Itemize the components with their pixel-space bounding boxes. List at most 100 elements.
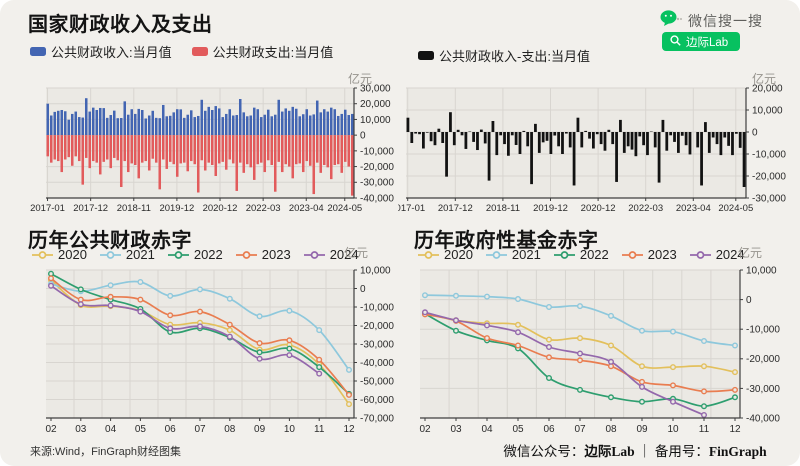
svg-text:2017-01: 2017-01 <box>398 203 425 214</box>
line-marker-2024-icon <box>689 250 711 260</box>
svg-text:-40,000: -40,000 <box>360 358 394 369</box>
legend-label-2023: 2023 <box>647 247 677 262</box>
svg-text:02: 02 <box>419 424 431 435</box>
svg-text:08: 08 <box>605 424 617 435</box>
svg-text:02: 02 <box>45 424 57 435</box>
legend-label-2020: 2020 <box>58 247 87 262</box>
wechat-button-label: 边际Lab <box>686 36 729 49</box>
chart2-legend: 公共财政收入-支出:当月值 <box>418 46 590 65</box>
svg-text:04: 04 <box>105 424 117 435</box>
svg-text:2018-11: 2018-11 <box>117 203 151 214</box>
legend-item-revenue: 公共财政收入:当月值 <box>30 42 172 61</box>
chart3-unit-label: 亿元 <box>344 246 369 260</box>
svg-text:08: 08 <box>224 424 236 435</box>
wechat-logo-icon <box>660 10 682 32</box>
line-marker-2023-icon <box>621 250 643 260</box>
line-marker-2020-icon <box>418 250 439 260</box>
footer-prefix: 微信公众号： <box>503 444 585 459</box>
expenditure-legend-label: 公共财政支出:当月值 <box>212 45 334 60</box>
legend-label-2021: 2021 <box>125 247 155 262</box>
expenditure-swatch-icon <box>191 47 208 56</box>
svg-text:10: 10 <box>284 424 296 435</box>
svg-text:0: 0 <box>752 127 758 138</box>
svg-text:07: 07 <box>574 424 586 435</box>
svg-text:-20,000: -20,000 <box>360 162 394 173</box>
legend-item-2023: 2023 <box>235 247 291 262</box>
svg-text:06: 06 <box>543 424 555 435</box>
line-marker-2020-icon <box>32 250 53 260</box>
svg-text:2017-01: 2017-01 <box>30 203 65 214</box>
svg-text:-20,000: -20,000 <box>360 321 394 332</box>
svg-text:-10,000: -10,000 <box>746 325 780 336</box>
svg-text:10,000: 10,000 <box>746 265 777 276</box>
bar-chart-fiscal-balance: -30,000 -20,000 -10,000 0 10,000 20,000 2017-0… <box>398 83 786 214</box>
line-chart-public-fiscal-deficit: -70,000 -60,000 -50,000 -40,000 -30,000 -20,0… <box>45 265 394 435</box>
svg-text:2022-03: 2022-03 <box>628 203 663 214</box>
svg-text:2017-12: 2017-12 <box>73 203 108 214</box>
svg-text:-10,000: -10,000 <box>360 146 394 157</box>
legend-item-2021: 2021 <box>485 247 541 262</box>
svg-text:0: 0 <box>360 131 366 142</box>
balance-swatch-icon <box>418 51 434 60</box>
svg-text:10,000: 10,000 <box>752 105 783 116</box>
legend-label-2024: 2024 <box>329 247 359 262</box>
svg-text:-40,000: -40,000 <box>746 413 780 424</box>
svg-text:-10,000: -10,000 <box>752 149 786 160</box>
legend-item-balance: 公共财政收入-支出:当月值 <box>418 46 590 65</box>
line-marker-2021-icon <box>99 250 121 260</box>
svg-text:10,000: 10,000 <box>360 115 391 126</box>
legend-label-2024: 2024 <box>715 247 745 262</box>
svg-text:06: 06 <box>165 424 177 435</box>
svg-text:11: 11 <box>699 424 710 435</box>
svg-text:11: 11 <box>314 424 325 435</box>
line-marker-2022-icon <box>553 250 575 260</box>
legend-label-2022: 2022 <box>193 247 223 262</box>
line-marker-2021-icon <box>485 250 507 260</box>
svg-text:05: 05 <box>135 424 147 435</box>
chart3-title: 历年公共财政赤字 <box>28 230 192 252</box>
svg-text:07: 07 <box>194 424 206 435</box>
footer-backup-name: FinGraph <box>708 444 767 459</box>
wechat-search-brand: 微信搜一搜 <box>660 10 763 32</box>
svg-text:-70,000: -70,000 <box>360 413 394 424</box>
svg-text:30,000: 30,000 <box>360 83 391 94</box>
svg-text:20,000: 20,000 <box>360 99 391 110</box>
search-icon <box>670 34 681 49</box>
legend-label-2022: 2022 <box>579 247 609 262</box>
chart1-unit-label: 亿元 <box>348 72 373 86</box>
revenue-swatch-icon <box>30 47 46 56</box>
svg-text:2023-04: 2023-04 <box>676 203 711 214</box>
svg-text:-60,000: -60,000 <box>360 395 394 406</box>
svg-text:-10,000: -10,000 <box>360 302 394 313</box>
svg-text:12: 12 <box>343 424 355 435</box>
chart2-unit-label: 亿元 <box>752 72 777 86</box>
svg-text:2020-12: 2020-12 <box>581 203 616 214</box>
bar-chart-fiscal-revenue-expenditure: -40,000 -30,000 -20,000 -10,000 0 10,000 20,00… <box>30 83 394 214</box>
svg-text:0: 0 <box>746 295 752 306</box>
svg-text:2024-05: 2024-05 <box>718 203 753 214</box>
svg-text:2020-12: 2020-12 <box>203 203 238 214</box>
balance-legend-label: 公共财政收入-支出:当月值 <box>439 49 590 64</box>
svg-text:09: 09 <box>254 424 266 435</box>
source-note: 来源:Wind，FinGraph财经图集 <box>30 446 181 458</box>
legend-label-2023: 2023 <box>261 247 291 262</box>
line-chart-government-fund-deficit: -40,000 -30,000 -20,000 -10,000 0 10,000 02 03 0… <box>419 265 780 435</box>
svg-text:2023-04: 2023-04 <box>289 203 324 214</box>
svg-text:0: 0 <box>360 284 366 295</box>
svg-text:-40,000: -40,000 <box>360 193 394 204</box>
wechat-search-button[interactable]: 边际Lab <box>662 32 741 51</box>
svg-text:-30,000: -30,000 <box>360 339 394 350</box>
legend-item-expenditure: 公共财政支出:当月值 <box>191 42 334 61</box>
svg-text:2019-12: 2019-12 <box>533 203 568 214</box>
line-marker-2024-icon <box>303 250 325 260</box>
footer-account-name: 边际Lab <box>584 444 635 459</box>
revenue-legend-label: 公共财政收入:当月值 <box>51 45 172 60</box>
legend-item-2022: 2022 <box>167 247 223 262</box>
legend-label-2021: 2021 <box>511 247 541 262</box>
svg-text:2024-05: 2024-05 <box>327 203 362 214</box>
svg-text:10: 10 <box>667 424 679 435</box>
wechat-search-label: 微信搜一搜 <box>688 13 763 29</box>
chart4-title: 历年政府性基金赤字 <box>414 230 599 252</box>
chart1-title: 国家财政收入及支出 <box>28 14 213 36</box>
svg-text:2017-12: 2017-12 <box>438 203 473 214</box>
